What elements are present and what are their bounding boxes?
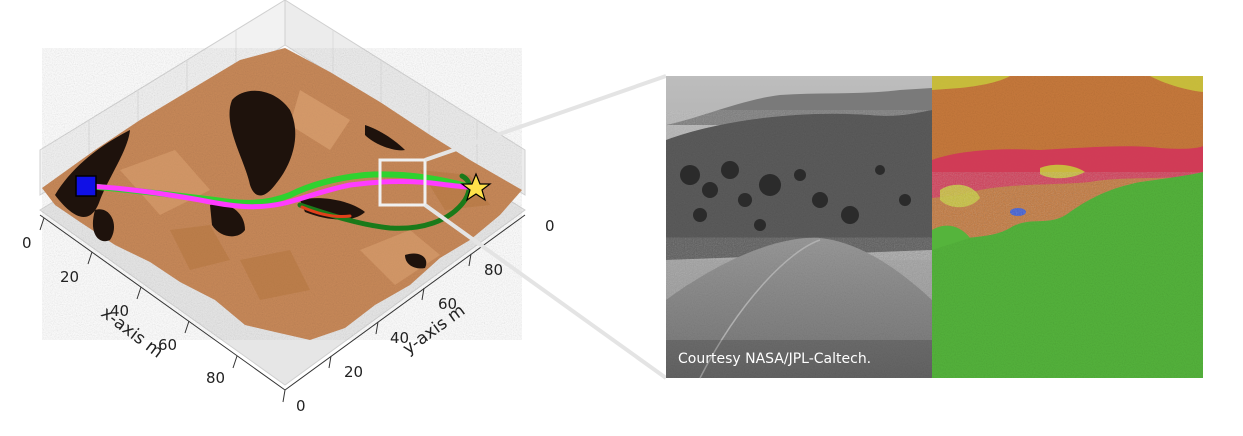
hazard-lobe-mid: [210, 203, 245, 237]
y-tick-20: 20: [344, 363, 363, 381]
hazard-regions: [55, 90, 427, 269]
y-axis-label: y-axis m: [399, 301, 469, 359]
zoom-connectors: [423, 74, 668, 380]
y-tick-marks: [282, 253, 472, 403]
x-tick-40: 40: [110, 302, 129, 320]
segmentation-image: [932, 76, 1203, 378]
z-tick-0: 0: [545, 217, 555, 235]
goal-marker: [460, 172, 492, 202]
hazard-left-edge: [55, 130, 130, 217]
axis-edges: [39, 214, 526, 391]
x-tick-60: 60: [158, 336, 177, 354]
terrain-plot: 0 20 40 60 80 0 20 40 60 80 0 x-axis m y…: [22, 0, 555, 415]
y-tick-60: 60: [438, 295, 457, 313]
grayscale-image: Courtesy NASA/JPL-Caltech.: [666, 76, 932, 379]
y-tick-40: 40: [390, 329, 409, 347]
hazard-bottom-right: [405, 253, 427, 269]
hazard-left-lower: [92, 209, 115, 242]
path-red: [300, 205, 352, 218]
hazard-right-center: [300, 198, 365, 220]
x-tick-marks: [39, 217, 238, 369]
start-marker: [75, 175, 97, 197]
zoom-region-box: [378, 158, 427, 207]
x-axis-label: x-axis m: [97, 303, 167, 362]
mars-photo: Courtesy NASA/JPL-Caltech.: [666, 76, 1203, 379]
image-credit: Courtesy NASA/JPL-Caltech.: [678, 351, 871, 367]
x-tick-80: 80: [206, 369, 225, 387]
path-magenta: [85, 178, 475, 210]
x-tick-0: 0: [22, 234, 32, 252]
y-tick-0: 0: [296, 397, 306, 415]
y-tick-80: 80: [484, 261, 503, 279]
hazard-large-center: [229, 90, 296, 196]
hazard-upper-right: [365, 125, 405, 151]
x-tick-20: 20: [60, 268, 79, 286]
